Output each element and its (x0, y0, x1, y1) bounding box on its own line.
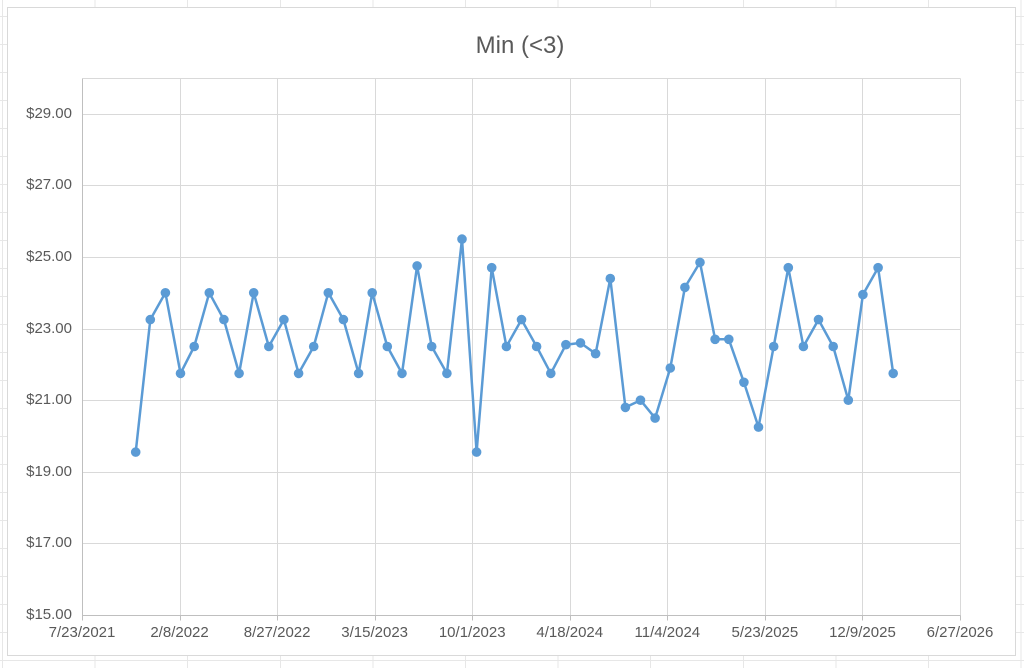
x-axis-tick-label: 10/1/2023 (438, 624, 506, 641)
x-axis-tick-label: 12/9/2025 (829, 624, 896, 641)
chart-object[interactable]: Min (<3) (7, 7, 1016, 656)
y-axis-tick-label: $15.00 (26, 606, 72, 623)
x-axis-tick-label: 4/18/2024 (536, 624, 604, 641)
y-axis-tick-label: $25.00 (26, 248, 72, 265)
chart-title: Min (<3) (475, 32, 565, 59)
x-axis-tick-label: 6/27/2026 (926, 624, 994, 641)
y-axis-tick-label: $29.00 (26, 104, 72, 122)
y-axis-tick-label: $17.00 (26, 534, 72, 552)
y-axis-tick-label: $27.00 (26, 176, 72, 194)
y-axis-tick-label: $23.00 (26, 319, 72, 337)
x-axis-tick-label: 3/15/2023 (341, 624, 409, 641)
x-axis-tick-label: 8/27/2022 (243, 624, 311, 641)
y-axis-tick-label: $21.00 (26, 391, 72, 409)
x-axis-tick-label: 2/8/2022 (150, 624, 209, 641)
x-axis-tick-label: 5/23/2025 (731, 624, 799, 641)
x-axis-tick-label: 11/4/2024 (634, 624, 701, 641)
x-axis-tick-label: 7/23/2021 (48, 624, 116, 641)
y-axis-tick-label: $19.00 (26, 462, 72, 480)
